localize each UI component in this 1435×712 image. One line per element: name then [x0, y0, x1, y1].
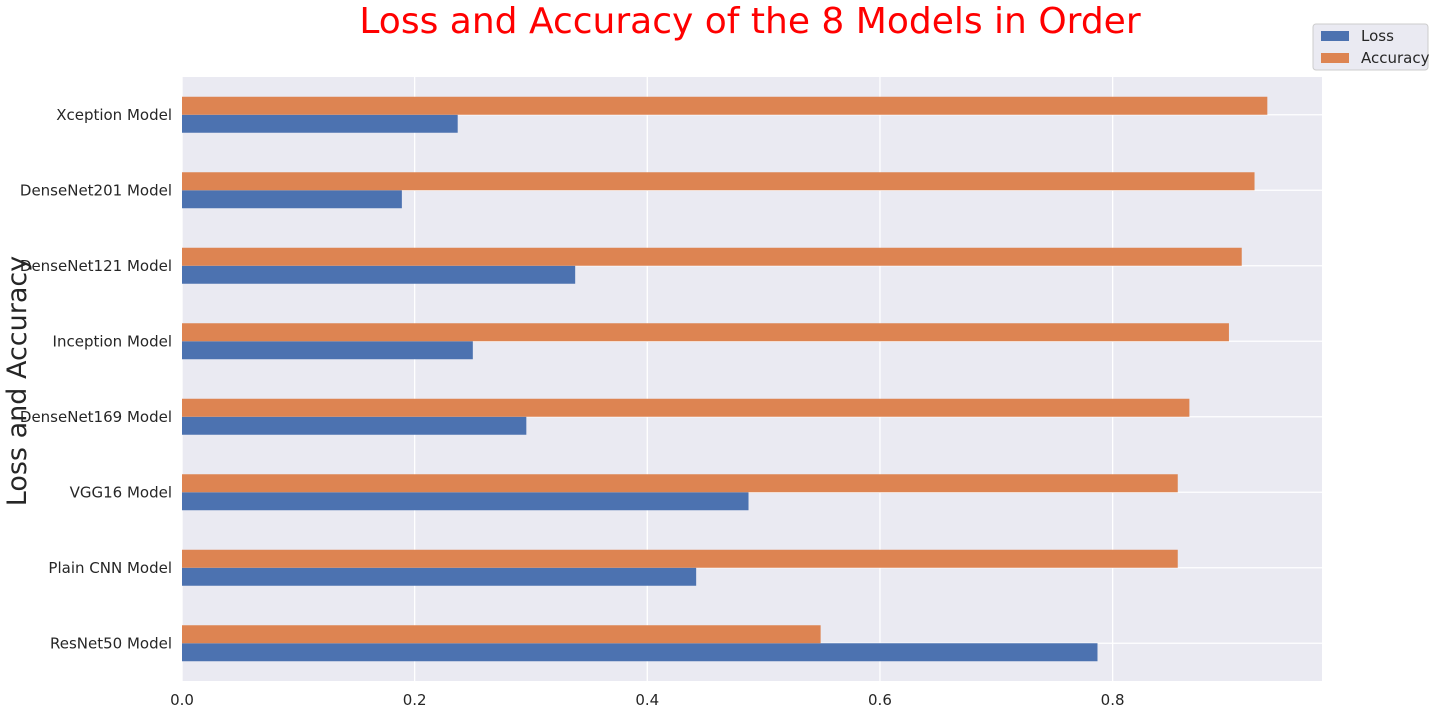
- bar-accuracy-xception-model: [182, 96, 1268, 115]
- bar-accuracy-densenet169-model: [182, 398, 1190, 417]
- bar-loss-densenet169-model: [182, 416, 527, 435]
- plot-area: [182, 77, 1322, 681]
- legend-label-loss: Loss: [1361, 27, 1394, 45]
- x-axis-ticks: 0.0 0.2 0.4 0.6 0.8: [170, 691, 1124, 709]
- y-tick-label-plain-cnn-model: Plain CNN Model: [48, 559, 172, 577]
- bar-accuracy-inception-model: [182, 323, 1229, 342]
- x-tick-label-0: 0.0: [170, 691, 194, 709]
- bar-loss-inception-model: [182, 341, 473, 360]
- y-axis-label: Loss and Accuracy: [2, 256, 33, 506]
- y-tick-label-resnet50-model: ResNet50 Model: [50, 634, 172, 652]
- legend: Loss Accuracy: [1312, 23, 1430, 71]
- bar-loss-resnet50-model: [182, 643, 1098, 662]
- bar-accuracy-densenet201-model: [182, 172, 1255, 191]
- bar-loss-densenet121-model: [182, 265, 576, 284]
- x-tick-label-4: 0.8: [1101, 691, 1125, 709]
- x-tick-label-1: 0.2: [403, 691, 427, 709]
- bar-accuracy-plain-cnn-model: [182, 549, 1178, 568]
- y-tick-label-xception-model: Xception Model: [56, 106, 172, 124]
- bar-loss-vgg16-model: [182, 492, 749, 511]
- bar-loss-xception-model: [182, 114, 458, 133]
- x-tick-label-2: 0.4: [635, 691, 659, 709]
- bars: [182, 96, 1268, 662]
- y-tick-label-densenet201-model: DenseNet201 Model: [20, 181, 172, 199]
- bar-accuracy-resnet50-model: [182, 625, 821, 644]
- bar-loss-plain-cnn-model: [182, 567, 697, 586]
- y-tick-label-densenet169-model: DenseNet169 Model: [20, 408, 172, 426]
- x-tick-label-3: 0.6: [868, 691, 892, 709]
- y-tick-label-inception-model: Inception Model: [53, 332, 172, 350]
- legend-swatch-accuracy: [1321, 53, 1349, 63]
- chart-title: Loss and Accuracy of the 8 Models in Ord…: [359, 1, 1140, 42]
- bar-accuracy-densenet121-model: [182, 247, 1242, 266]
- y-axis-ticks: ResNet50 Model Plain CNN Model VGG16 Model…: [20, 106, 172, 653]
- legend-label-accuracy: Accuracy: [1361, 49, 1430, 67]
- legend-swatch-loss: [1321, 31, 1349, 41]
- y-tick-label-vgg16-model: VGG16 Model: [70, 483, 172, 501]
- y-tick-label-densenet121-model: DenseNet121 Model: [20, 257, 172, 275]
- bar-loss-densenet201-model: [182, 190, 402, 209]
- bar-accuracy-vgg16-model: [182, 474, 1178, 493]
